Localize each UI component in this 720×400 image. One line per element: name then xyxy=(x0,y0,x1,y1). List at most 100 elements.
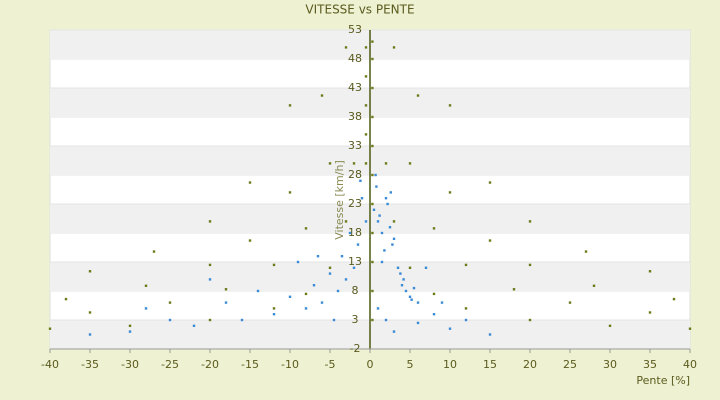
point xyxy=(144,307,148,310)
point xyxy=(384,197,388,200)
y-tick-label: -2 xyxy=(350,342,361,355)
chart-title: VITESSE vs PENTE xyxy=(305,3,414,17)
point xyxy=(364,133,368,136)
point xyxy=(371,289,374,293)
point xyxy=(328,162,332,165)
point xyxy=(464,307,468,310)
point xyxy=(344,220,348,223)
point xyxy=(272,307,276,310)
y-tick-label: 13 xyxy=(348,255,362,268)
point xyxy=(332,318,336,322)
point xyxy=(304,227,308,230)
point xyxy=(371,260,374,264)
point xyxy=(224,301,228,304)
y-tick-label: 38 xyxy=(348,110,362,123)
x-tick-label: 30 xyxy=(603,358,617,371)
point xyxy=(384,318,388,322)
y-tick-label: 43 xyxy=(348,81,362,94)
y-tick-label: 28 xyxy=(348,168,362,181)
y-tick-label: 53 xyxy=(348,23,362,36)
point xyxy=(364,46,368,49)
point xyxy=(364,104,368,107)
point xyxy=(288,104,292,107)
point xyxy=(371,173,374,177)
point xyxy=(88,311,92,314)
x-tick-label: 40 xyxy=(683,358,697,371)
point xyxy=(408,162,412,165)
point xyxy=(304,292,308,296)
point xyxy=(340,255,344,258)
point xyxy=(416,321,420,325)
point xyxy=(128,324,132,327)
point xyxy=(388,226,392,229)
point xyxy=(371,231,374,235)
y-tick-label: 33 xyxy=(348,139,362,152)
point xyxy=(375,185,378,188)
point xyxy=(440,301,444,304)
point xyxy=(272,313,276,316)
y-tick-label: 3 xyxy=(352,313,359,326)
point xyxy=(380,260,384,264)
point xyxy=(356,243,360,246)
point xyxy=(371,144,374,148)
point xyxy=(402,278,405,281)
point xyxy=(248,239,252,242)
point xyxy=(320,301,324,304)
point xyxy=(152,250,156,253)
point xyxy=(208,318,212,322)
point xyxy=(464,318,468,322)
point xyxy=(360,197,364,200)
x-tick-label: -20 xyxy=(201,358,219,371)
point xyxy=(383,249,386,252)
point xyxy=(328,272,332,275)
point xyxy=(288,295,292,298)
point xyxy=(399,272,402,275)
y-tick-label: 48 xyxy=(348,52,362,65)
point xyxy=(432,292,436,296)
point xyxy=(488,333,492,336)
point xyxy=(192,324,196,327)
point xyxy=(528,263,532,267)
x-tick-label: 10 xyxy=(443,358,457,371)
point xyxy=(376,220,380,223)
point xyxy=(448,191,452,194)
x-tick-label: -30 xyxy=(121,358,139,371)
point xyxy=(371,57,374,61)
point xyxy=(568,301,572,304)
point xyxy=(328,266,332,269)
point xyxy=(128,330,132,333)
point xyxy=(410,298,413,301)
point xyxy=(288,191,292,194)
point xyxy=(528,220,532,223)
x-tick-label: -10 xyxy=(281,358,299,371)
point xyxy=(304,307,308,310)
point xyxy=(528,318,532,322)
point xyxy=(392,330,396,333)
point xyxy=(371,115,374,119)
point xyxy=(272,263,276,267)
point xyxy=(408,266,412,269)
point xyxy=(352,162,356,165)
point xyxy=(464,263,468,267)
y-tick-label: 18 xyxy=(348,226,362,239)
point xyxy=(432,227,436,230)
point xyxy=(392,46,396,49)
x-tick-label: -40 xyxy=(41,358,59,371)
point xyxy=(359,179,362,182)
point xyxy=(376,307,380,310)
point xyxy=(312,284,316,287)
x-tick-label: 25 xyxy=(563,358,577,371)
point xyxy=(208,278,212,281)
point xyxy=(352,266,356,269)
point xyxy=(380,231,384,235)
point xyxy=(392,220,396,223)
point xyxy=(392,237,396,240)
point xyxy=(364,75,368,78)
point xyxy=(374,173,377,177)
point xyxy=(48,327,52,330)
point xyxy=(672,297,676,301)
point xyxy=(88,270,92,273)
point xyxy=(344,46,348,49)
y-tick-label: 23 xyxy=(348,197,362,210)
